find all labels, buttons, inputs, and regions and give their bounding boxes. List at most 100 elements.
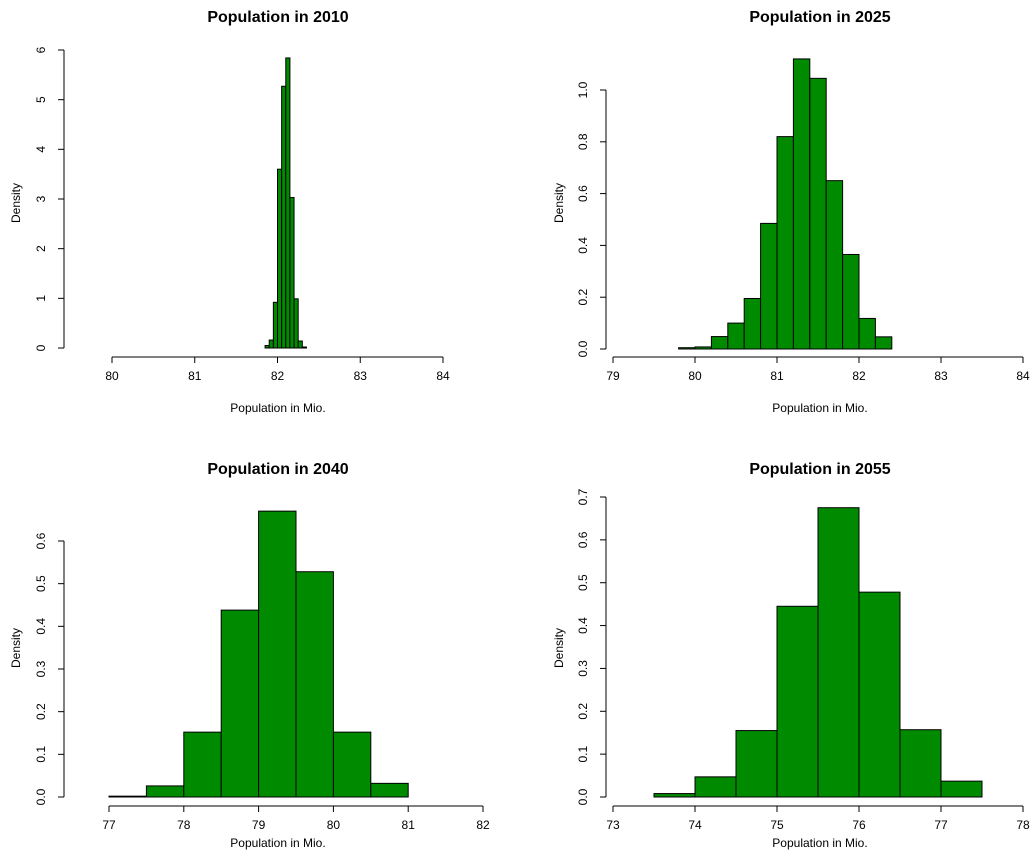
x-axis-label: Population in Mio. bbox=[230, 401, 325, 415]
y-tick-label: 5 bbox=[34, 96, 48, 103]
y-tick-label: 0.3 bbox=[34, 660, 48, 677]
y-tick-label: 0.5 bbox=[34, 575, 48, 592]
y-tick-label: 0.0 bbox=[34, 788, 48, 805]
y-tick-label: 0.6 bbox=[576, 185, 590, 202]
x-tick-label: 78 bbox=[1016, 818, 1030, 832]
y-axis-label: Density bbox=[552, 183, 566, 223]
y-tick-label: 0.2 bbox=[576, 703, 590, 720]
histogram-bar bbox=[183, 731, 222, 798]
histogram-bar bbox=[370, 782, 409, 798]
x-tick-label: 74 bbox=[688, 818, 702, 832]
histogram-bar bbox=[842, 253, 860, 350]
x-tick-label: 80 bbox=[688, 369, 702, 383]
x-tick-label: 79 bbox=[252, 818, 266, 832]
histogram-bar bbox=[145, 785, 185, 798]
x-tick-label: 81 bbox=[402, 818, 416, 832]
y-tick-label: 0 bbox=[34, 344, 48, 351]
histogram-bar bbox=[277, 168, 283, 349]
chart-title: Population in 2055 bbox=[749, 461, 890, 478]
x-tick-label: 80 bbox=[105, 369, 119, 383]
y-axis-label: Density bbox=[9, 628, 23, 668]
x-axis-label: Population in Mio. bbox=[230, 836, 325, 850]
histogram-bar bbox=[727, 322, 745, 350]
y-tick-label: 0.0 bbox=[576, 788, 590, 805]
histogram-bar bbox=[289, 197, 295, 349]
histogram-bar bbox=[694, 776, 737, 798]
y-axis-label: Density bbox=[9, 183, 23, 223]
histogram-2055: Population in 2055 Population in Mio. De… bbox=[552, 461, 1030, 850]
histogram-bar bbox=[272, 301, 278, 349]
y-tick-label: 4 bbox=[34, 146, 48, 153]
histogram-bar bbox=[735, 730, 778, 798]
histogram-bar bbox=[108, 795, 147, 798]
y-tick-label: 0.1 bbox=[576, 745, 590, 762]
y-tick-label: 0.4 bbox=[576, 237, 590, 254]
histogram-bar bbox=[297, 340, 303, 349]
x-tick-label: 77 bbox=[934, 818, 948, 832]
histogram-2025: Population in 2025 Population in Mio. De… bbox=[552, 9, 1030, 415]
x-tick-label: 84 bbox=[436, 369, 450, 383]
x-axis-label: Population in Mio. bbox=[772, 401, 867, 415]
histogram-bar bbox=[743, 297, 762, 350]
x-tick-label: 80 bbox=[327, 818, 341, 832]
histogram-bar bbox=[809, 77, 827, 350]
histogram-bar bbox=[694, 346, 712, 350]
y-tick-label: 2 bbox=[34, 245, 48, 252]
histogram-bar bbox=[792, 58, 811, 350]
histogram-bar bbox=[678, 347, 696, 350]
histogram-bar bbox=[776, 605, 819, 798]
y-tick-label: 0.8 bbox=[576, 133, 590, 150]
x-tick-label: 82 bbox=[852, 369, 866, 383]
x-tick-label: 82 bbox=[476, 818, 490, 832]
x-tick-label: 83 bbox=[934, 369, 948, 383]
y-tick-label: 0.1 bbox=[34, 746, 48, 763]
x-tick-label: 76 bbox=[852, 818, 866, 832]
histogram-bar bbox=[653, 793, 696, 798]
x-tick-label: 77 bbox=[102, 818, 116, 832]
histogram-bar bbox=[258, 510, 297, 798]
histogram-bar bbox=[332, 731, 372, 798]
x-tick-label: 83 bbox=[354, 369, 368, 383]
histogram-bar bbox=[710, 336, 729, 350]
histogram-bar bbox=[858, 591, 901, 798]
x-tick-label: 75 bbox=[770, 818, 784, 832]
histogram-bar bbox=[301, 346, 307, 349]
x-tick-label: 84 bbox=[1016, 369, 1030, 383]
y-tick-label: 0.4 bbox=[34, 618, 48, 635]
histogram-2010: Population in 2010 Population in Mio. De… bbox=[9, 9, 450, 415]
y-tick-label: 0.7 bbox=[576, 488, 590, 505]
histogram-bar bbox=[281, 85, 287, 349]
y-tick-label: 3 bbox=[34, 195, 48, 202]
histogram-bar bbox=[858, 317, 876, 350]
y-tick-label: 0.5 bbox=[576, 574, 590, 591]
chart-title: Population in 2040 bbox=[207, 461, 348, 478]
histogram-bar bbox=[268, 339, 274, 349]
histogram-2040: Population in 2040 Population in Mio. De… bbox=[9, 461, 490, 850]
x-axis-label: Population in Mio. bbox=[772, 836, 867, 850]
histogram-bar bbox=[760, 222, 778, 350]
y-tick-label: 0.4 bbox=[576, 617, 590, 634]
y-tick-label: 0.3 bbox=[576, 660, 590, 677]
histogram-bar bbox=[220, 609, 260, 798]
chart-title: Population in 2025 bbox=[749, 9, 890, 26]
histogram-bar bbox=[874, 336, 893, 350]
x-tick-label: 81 bbox=[770, 369, 784, 383]
histogram-bar bbox=[817, 507, 860, 798]
chart-title: Population in 2010 bbox=[207, 9, 348, 26]
y-axis-label: Density bbox=[552, 628, 566, 668]
y-tick-label: 1 bbox=[34, 295, 48, 302]
x-tick-label: 81 bbox=[188, 369, 202, 383]
histogram-bar bbox=[776, 136, 794, 350]
y-tick-label: 0.6 bbox=[576, 531, 590, 548]
histogram-bar bbox=[264, 345, 270, 349]
y-tick-label: 0.2 bbox=[34, 703, 48, 720]
y-tick-label: 0.0 bbox=[576, 340, 590, 357]
histogram-bar bbox=[293, 298, 299, 349]
histogram-bar bbox=[899, 729, 942, 798]
histogram-bar bbox=[285, 57, 291, 349]
histogram-bar bbox=[295, 571, 334, 798]
y-tick-label: 0.6 bbox=[34, 532, 48, 549]
histogram-bar bbox=[940, 780, 983, 798]
x-tick-label: 73 bbox=[606, 818, 620, 832]
x-tick-label: 79 bbox=[606, 369, 620, 383]
